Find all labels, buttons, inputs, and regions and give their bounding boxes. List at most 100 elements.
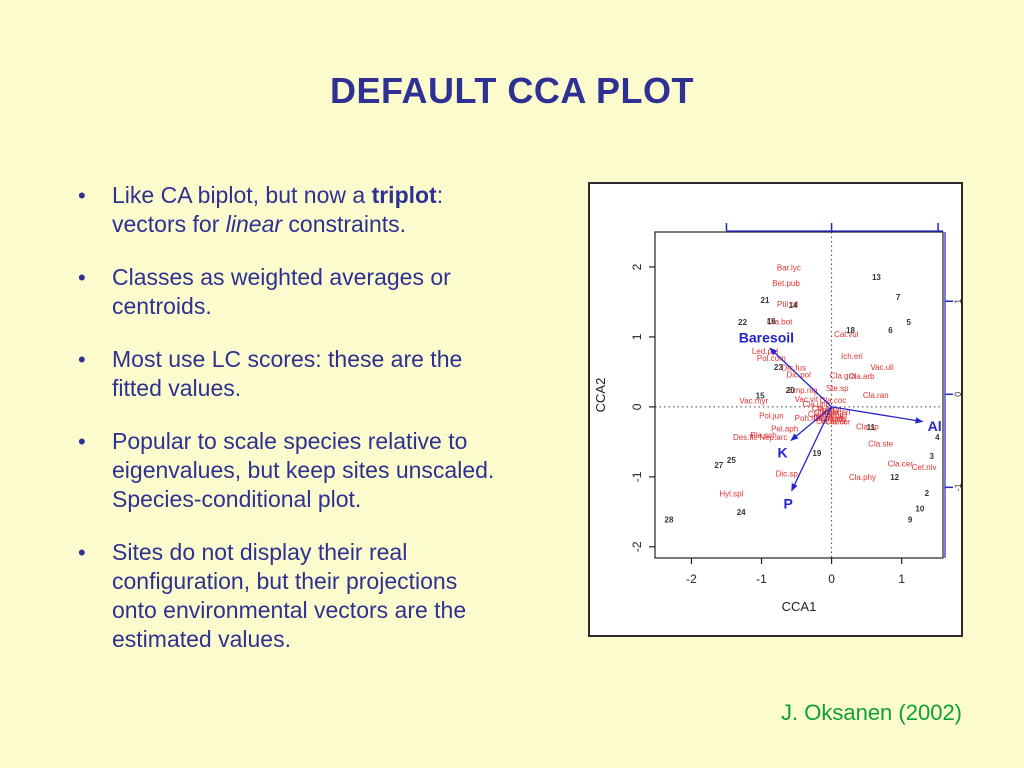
site-label: 9 bbox=[908, 516, 913, 525]
y-axis-tick-label: 1 bbox=[630, 333, 644, 340]
species-label: Cla.ama bbox=[816, 417, 846, 426]
site-label: 19 bbox=[812, 449, 821, 458]
site-label: 6 bbox=[888, 326, 893, 335]
y-axis-tick-label: 2 bbox=[630, 263, 644, 270]
env-vector-baresoil bbox=[769, 347, 833, 408]
right-biplot-tick-label: 0 bbox=[953, 392, 961, 397]
species-label: Cet.niv bbox=[912, 463, 937, 472]
species-label: Vac.uli bbox=[870, 363, 894, 372]
species-label: Cla.chl bbox=[822, 415, 847, 424]
species-label: Cla.fim bbox=[808, 410, 833, 419]
site-label: 2 bbox=[925, 489, 930, 498]
species-label: Pol.com bbox=[757, 354, 786, 363]
bullet-dot: • bbox=[78, 540, 86, 565]
env-vector-al bbox=[831, 406, 924, 424]
env-vector-label-p: P bbox=[783, 495, 792, 511]
bullet-item: • Sites do not display their real configur… bbox=[78, 538, 548, 654]
species-label: Ptil.cil bbox=[777, 300, 798, 309]
bullet-text: Most use LC scores: these are the fitted … bbox=[112, 346, 463, 401]
species-label: Ich.eri bbox=[841, 352, 863, 361]
site-label: 14 bbox=[789, 301, 798, 310]
site-label: 24 bbox=[737, 508, 746, 517]
site-label: 4 bbox=[935, 433, 940, 442]
species-label: Bar.lyc bbox=[777, 264, 801, 273]
x-axis-tick-label: 0 bbox=[828, 572, 835, 586]
env-vector-k bbox=[790, 406, 832, 441]
bullet-dot: • bbox=[78, 347, 86, 372]
species-label: Ste.sp bbox=[826, 384, 849, 393]
env-vector-label-k: K bbox=[777, 444, 787, 460]
bullet-text: Classes as weighted averages or centroids… bbox=[112, 264, 451, 319]
x-axis-tick-label: -1 bbox=[756, 572, 767, 586]
species-label: Pel.aph bbox=[771, 425, 798, 434]
site-label: 23 bbox=[774, 363, 783, 372]
plot-frame bbox=[654, 231, 944, 559]
x-axis-tick-label: -2 bbox=[686, 572, 697, 586]
site-label: 16 bbox=[767, 317, 776, 326]
species-label: Cla.sp bbox=[856, 422, 879, 431]
right-biplot-tick-label: 1 bbox=[953, 299, 961, 304]
species-label: Hyl.spl bbox=[719, 490, 743, 499]
species-label: Dip.mon bbox=[813, 414, 843, 423]
species-label: Cla.gra bbox=[830, 371, 856, 380]
species-label: Nep.arc bbox=[759, 433, 787, 442]
site-label: 15 bbox=[756, 392, 765, 401]
species-label: Cla.bot bbox=[767, 318, 793, 327]
bullet-item: • Classes as weighted averages or centroid… bbox=[78, 263, 548, 321]
species-label: Cla.cor bbox=[825, 418, 851, 427]
bullet-text: Sites do not display their real configura… bbox=[112, 539, 467, 652]
species-label: Cla.def bbox=[814, 408, 840, 417]
site-label: 18 bbox=[846, 326, 855, 335]
species-label: Cla.arb bbox=[849, 372, 875, 381]
bullet-text: Popular to scale species relative to eige… bbox=[112, 428, 495, 512]
site-label: 3 bbox=[930, 452, 935, 461]
site-label: 21 bbox=[761, 296, 770, 305]
species-label: Pol.pil bbox=[821, 411, 843, 420]
species-label: Cla.cri bbox=[812, 404, 835, 413]
site-label: 12 bbox=[890, 473, 899, 482]
species-label: Vac.myr bbox=[739, 397, 768, 406]
bullet-item: • Popular to scale species relative to eig… bbox=[78, 427, 548, 514]
site-label: 27 bbox=[714, 461, 723, 470]
bullet-dot: • bbox=[78, 429, 86, 454]
y-axis-tick-label: -1 bbox=[630, 471, 644, 482]
cca-triplot-svg: -2 -1 0 1 CCA1 -2 -1 0 12 CCA2 1 0 -1 Bar.lyc Bet.pub P… bbox=[593, 223, 961, 614]
attribution: J. Oksanen (2002) bbox=[781, 700, 962, 725]
y-axis-title: CCA2 bbox=[593, 378, 608, 413]
species-label: Ple.sch bbox=[750, 431, 776, 440]
site-label: 13 bbox=[872, 273, 881, 282]
species-label: Dic.fus bbox=[782, 364, 806, 373]
x-axis-title: CCA1 bbox=[782, 599, 817, 614]
cca-figure-panel: -2 -1 0 1 CCA1 -2 -1 0 12 CCA2 1 0 -1 Bar.lyc Bet.pub P… bbox=[588, 182, 963, 637]
species-label: Led.pal bbox=[752, 347, 778, 356]
env-vector-label-al: Al bbox=[928, 418, 942, 434]
y-axis-tick-label: -2 bbox=[630, 541, 644, 552]
species-label: Bet.pub bbox=[772, 279, 800, 288]
species-label: Cla.coc bbox=[820, 396, 847, 405]
slide-title: DEFAULT CCA PLOT bbox=[330, 70, 694, 111]
env-vector-label-baresoil: Baresoil bbox=[739, 330, 794, 346]
species-label: Cet.eri bbox=[827, 408, 851, 417]
species-label: Poh.nut bbox=[795, 414, 823, 423]
site-label: 20 bbox=[786, 386, 795, 395]
species-label: Cla.ran bbox=[863, 391, 889, 400]
right-biplot-tick-label: -1 bbox=[953, 483, 961, 491]
bullet-item: • Like CA biplot, but now a triplot: vecto… bbox=[78, 181, 548, 239]
site-label: 22 bbox=[738, 318, 747, 327]
species-label: Dic.sp bbox=[776, 469, 799, 478]
site-label: 11 bbox=[867, 423, 876, 432]
bullet-item: • Most use LC scores: these are the fitted… bbox=[78, 345, 548, 403]
species-label: Cla.ste bbox=[868, 439, 893, 448]
bullet-dot: • bbox=[78, 265, 86, 290]
species-label: Cla.unc bbox=[803, 400, 830, 409]
env-vector-p bbox=[791, 406, 833, 492]
species-label: Des.fle bbox=[733, 433, 758, 442]
species-label: Cla.cer bbox=[888, 460, 914, 469]
site-label: 25 bbox=[727, 456, 736, 465]
site-label: 28 bbox=[665, 516, 674, 525]
y-axis-tick-label: 0 bbox=[630, 403, 644, 410]
species-label: Emp.nig bbox=[788, 386, 817, 395]
species-label: Cla.phy bbox=[849, 473, 876, 482]
species-label: Vac.vit bbox=[795, 395, 819, 404]
species-label: Cet.isl bbox=[825, 412, 847, 421]
